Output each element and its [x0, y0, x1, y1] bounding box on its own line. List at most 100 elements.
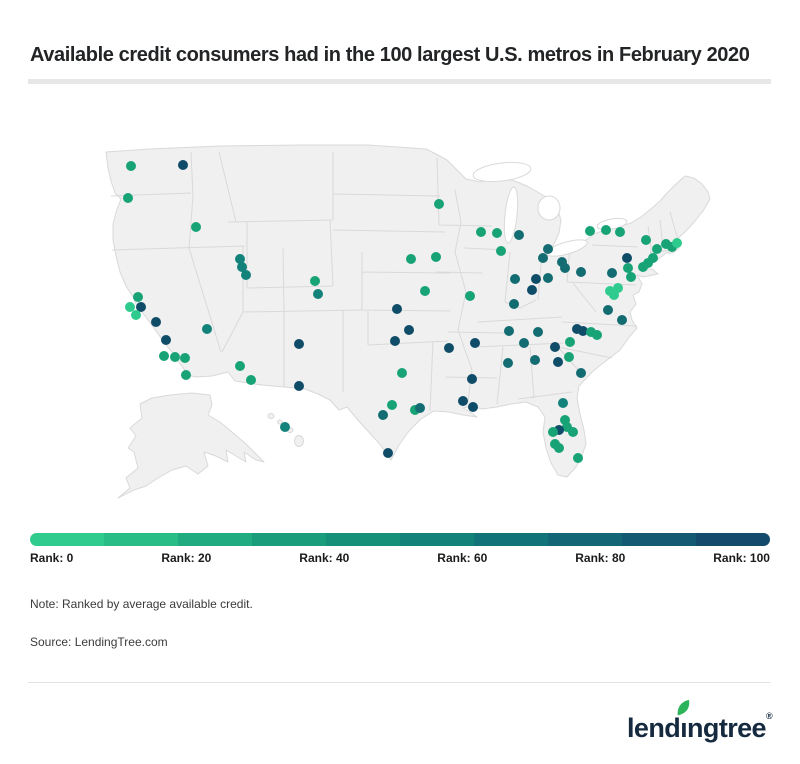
lake-michigan [503, 186, 519, 244]
metro-dot [550, 342, 560, 352]
metro-dot [136, 302, 146, 312]
leaf-icon [677, 699, 690, 716]
legend-gradient-bar [30, 533, 770, 546]
metro-dot [626, 272, 636, 282]
metro-dot [576, 368, 586, 378]
metro-dot [565, 337, 575, 347]
metro-dot [617, 315, 627, 325]
metro-dot [603, 305, 613, 315]
metro-dot [576, 267, 586, 277]
legend-label: Rank: 0 [30, 551, 74, 565]
metro-dot [465, 291, 475, 301]
metro-dot [504, 326, 514, 336]
footer-divider [28, 682, 771, 683]
metro-dot [161, 335, 171, 345]
metro-dot [652, 244, 662, 254]
metro-dot [378, 410, 388, 420]
metro-dot [514, 230, 524, 240]
metro-dot [467, 374, 477, 384]
metro-dot [470, 338, 480, 348]
metro-dot [180, 353, 190, 363]
metro-dot [434, 199, 444, 209]
metro-dot [123, 193, 133, 203]
great-lakes [472, 161, 628, 257]
metro-dot [553, 357, 563, 367]
metro-dot [492, 228, 502, 238]
metro-dot [444, 343, 454, 353]
metro-dot [530, 355, 540, 365]
metro-dot [397, 368, 407, 378]
legend-label: Rank: 60 [437, 551, 488, 565]
metro-dot [538, 253, 548, 263]
legend-labels: Rank: 0 Rank: 20 Rank: 40 Rank: 60 Rank:… [30, 551, 770, 565]
metro-dot [246, 375, 256, 385]
metro-dot [235, 254, 245, 264]
legend-label: Rank: 100 [713, 551, 770, 565]
metro-dot [476, 227, 486, 237]
metro-dot [609, 290, 619, 300]
metro-dot [280, 422, 290, 432]
metro-dot [191, 222, 201, 232]
metro-dot [564, 352, 574, 362]
metro-dot [126, 161, 136, 171]
metro-dot [503, 358, 513, 368]
logo-text-right: ngtree [687, 713, 767, 743]
source-text: Source: LendingTree.com [30, 635, 168, 649]
metro-dot [392, 304, 402, 314]
metro-dot [181, 370, 191, 380]
metro-dot [404, 325, 414, 335]
metro-dot [387, 400, 397, 410]
metro-dot [133, 292, 143, 302]
metro-dot [125, 302, 135, 312]
lake-superior [472, 161, 532, 183]
metro-dot [235, 361, 245, 371]
metro-dot [623, 263, 633, 273]
metro-dot [558, 398, 568, 408]
metro-dot [585, 226, 595, 236]
hawaii-island [277, 419, 283, 425]
metro-dot [131, 310, 141, 320]
metro-dot [615, 227, 625, 237]
metro-dot [578, 326, 588, 336]
metro-dot [533, 327, 543, 337]
metro-dot [496, 246, 506, 256]
metro-dot [431, 252, 441, 262]
metro-dot [202, 324, 212, 334]
metro-dot [672, 238, 682, 248]
metro-dot [543, 244, 553, 254]
lendingtree-logo: lendı ngtree® [627, 699, 773, 743]
note-text: Note: Ranked by average available credit… [30, 597, 253, 611]
registered-mark: ® [765, 711, 773, 721]
metro-dot [170, 352, 180, 362]
metro-dots [123, 160, 682, 463]
metro-dot [548, 427, 558, 437]
legend-label: Rank: 80 [575, 551, 626, 565]
legend-label: Rank: 40 [299, 551, 350, 565]
hawaii-island [267, 413, 275, 419]
metro-dot [527, 285, 537, 295]
state-borders [110, 151, 679, 412]
metro-dot [592, 330, 602, 340]
metro-dot [458, 396, 468, 406]
metro-dot [159, 351, 169, 361]
metro-dot [151, 317, 161, 327]
metro-dot [178, 160, 188, 170]
page-title: Available credit consumers had in the 10… [30, 44, 750, 66]
metro-dot [601, 225, 611, 235]
metro-dot [543, 273, 553, 283]
metro-dot [573, 453, 583, 463]
metro-dot [510, 274, 520, 284]
metro-dot [313, 289, 323, 299]
legend-label: Rank: 20 [161, 551, 212, 565]
metro-dot [519, 338, 529, 348]
metro-dot [415, 403, 425, 413]
logo-text-left: lend [627, 713, 681, 743]
metro-dot [531, 274, 541, 284]
metro-dot [643, 258, 653, 268]
metro-dot [294, 381, 304, 391]
metro-dot [468, 402, 478, 412]
metro-dot [622, 253, 632, 263]
metro-dot [383, 448, 393, 458]
metro-dot [641, 235, 651, 245]
